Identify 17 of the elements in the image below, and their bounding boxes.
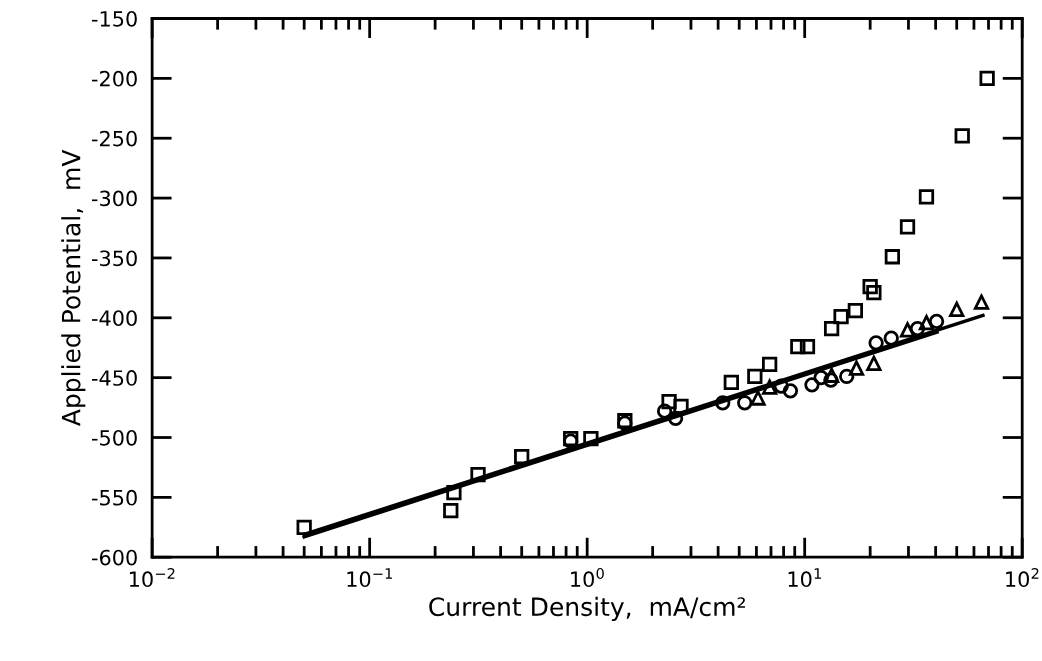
y-tick-label: -300 (91, 190, 137, 207)
x-tick-label: 10$^{−2}$ (129, 567, 175, 588)
y-tick-label: -450 (91, 370, 137, 386)
x-tick-label: 10$^{−1}$ (347, 568, 393, 588)
y-tick-label: -350 (91, 250, 137, 267)
y-tick-label: -500 (91, 429, 137, 446)
y-tick-label: -250 (91, 130, 137, 147)
x-tick-label: 10$^{2}$ (1006, 567, 1039, 588)
y-tick-label: -550 (91, 489, 137, 506)
x-tick-label: 10$^{0}$ (571, 567, 604, 588)
y-tick-label: -200 (91, 70, 137, 87)
x-axis-title: Current Density, mA/cm² (429, 596, 745, 622)
x-tick-label: 10$^{1}$ (788, 568, 821, 588)
y-tick-label: -150 (91, 10, 137, 27)
y-tick-label: -400 (91, 310, 137, 327)
y-axis-title: Applied Potential, mV (61, 149, 86, 427)
y-tick-label: -600 (91, 549, 137, 566)
